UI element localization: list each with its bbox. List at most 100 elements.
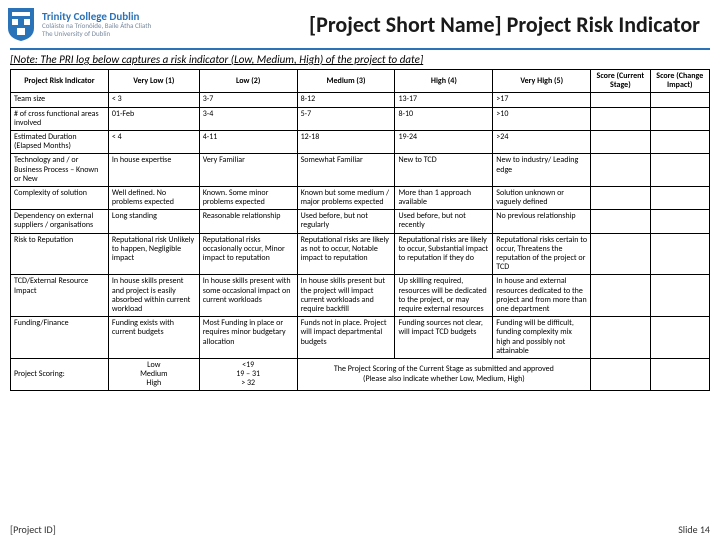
cell: New to TCD (395, 154, 493, 187)
cell (591, 186, 650, 209)
cell: Funding exists with current budgets (108, 317, 199, 359)
cell (591, 233, 650, 275)
table-row: Complexity of solutionWell defined. No p… (11, 186, 710, 209)
shield-icon (6, 6, 36, 42)
cell (650, 154, 709, 187)
slide-footer: [Project ID] Slide 14 (10, 523, 710, 536)
cell: >10 (493, 107, 591, 130)
col-header-0: Project Risk Indicator (11, 70, 109, 93)
cell: Used before, but not recently (395, 210, 493, 233)
slide-header: Trinity College Dublin Coláiste na Tríon… (0, 0, 720, 46)
cell: Known but some medium / major problems e… (297, 186, 395, 209)
col-header-4: High (4) (395, 70, 493, 93)
cell: In house skills present but the project … (297, 275, 395, 317)
cell (591, 317, 650, 359)
logo: Trinity College Dublin Coláiste na Tríon… (6, 6, 151, 42)
page-title: [Project Short Name] Project Risk Indica… (151, 11, 710, 38)
cell: Reputational risks are likely to occur, … (395, 233, 493, 275)
cell: 01-Feb (108, 107, 199, 130)
scoring-ranges: <19 19 – 31 > 32 (199, 358, 297, 391)
cell (591, 93, 650, 107)
cell: Up skilling required, resources will be … (395, 275, 493, 317)
row-label: Risk to Reputation (11, 233, 109, 275)
cell: < 3 (108, 93, 199, 107)
scoring-empty-1 (591, 358, 650, 391)
scoring-note: The Project Scoring of the Current Stage… (297, 358, 591, 391)
cell (591, 210, 650, 233)
header-rule (10, 48, 710, 50)
cell: 13-17 (395, 93, 493, 107)
cell: Funding sources not clear, will impact T… (395, 317, 493, 359)
cell: 12-18 (297, 130, 395, 153)
footer-right: Slide 14 (678, 523, 710, 536)
row-label: # of cross functional areas involved (11, 107, 109, 130)
row-label: TCD/External Resource Impact (11, 275, 109, 317)
cell: In house skills present with some occasi… (199, 275, 297, 317)
logo-text: Trinity College Dublin Coláiste na Tríon… (42, 11, 151, 37)
logo-line3: The University of Dublin (42, 30, 151, 37)
cell (650, 317, 709, 359)
footer-left: [Project ID] (10, 523, 56, 536)
table-row: Funding/FinanceFunding exists with curre… (11, 317, 710, 359)
risk-table: Project Risk IndicatorVery Low (1)Low (2… (10, 69, 710, 391)
cell: >17 (493, 93, 591, 107)
table-row: Estimated Duration (Elapsed Months)< 44-… (11, 130, 710, 153)
col-header-7: Score (Change Impact) (650, 70, 709, 93)
cell: New to industry/ Leading edge (493, 154, 591, 187)
table-row: TCD/External Resource Impact In house ski… (11, 275, 710, 317)
cell (650, 107, 709, 130)
cell: Somewhat Familiar (297, 154, 395, 187)
cell: 8-12 (297, 93, 395, 107)
table-body: Team size< 33-78-1213-17>17# of cross fu… (11, 93, 710, 359)
scoring-row: Project Scoring: Low Medium High <19 19 … (11, 358, 710, 391)
col-header-2: Low (2) (199, 70, 297, 93)
table-row: Technology and / or Business Process – K… (11, 154, 710, 187)
cell (650, 233, 709, 275)
table-row: Risk to ReputationReputational risk Unli… (11, 233, 710, 275)
cell: 3-4 (199, 107, 297, 130)
cell: Funds not in place. Project will impact … (297, 317, 395, 359)
col-header-6: Score (Current Stage) (591, 70, 650, 93)
cell: Reputational risks occasionally occur, M… (199, 233, 297, 275)
cell (591, 107, 650, 130)
col-header-3: Medium (3) (297, 70, 395, 93)
cell (650, 210, 709, 233)
cell: Known. Some minor problems expected (199, 186, 297, 209)
cell: More than 1 approach available (395, 186, 493, 209)
row-label: Estimated Duration (Elapsed Months) (11, 130, 109, 153)
cell: Reputational risks are likely as not to … (297, 233, 395, 275)
cell (650, 275, 709, 317)
col-header-5: Very High (5) (493, 70, 591, 93)
cell (591, 275, 650, 317)
row-label: Dependency on external suppliers / organ… (11, 210, 109, 233)
col-header-1: Very Low (1) (108, 70, 199, 93)
cell: No previous relationship (493, 210, 591, 233)
table-header-row: Project Risk IndicatorVery Low (1)Low (2… (11, 70, 710, 93)
cell (650, 186, 709, 209)
cell: 19-24 (395, 130, 493, 153)
cell: Very Familiar (199, 154, 297, 187)
scoring-empty-2 (650, 358, 709, 391)
cell: Reputational risk Unlikely to happen, Ne… (108, 233, 199, 275)
cell: In house expertise (108, 154, 199, 187)
table-row: # of cross functional areas involved01-F… (11, 107, 710, 130)
cell (650, 130, 709, 153)
cell: Reasonable relationship (199, 210, 297, 233)
cell: Well defined. No problems expected (108, 186, 199, 209)
table-row: Team size< 33-78-1213-17>17 (11, 93, 710, 107)
note-line: [Note: The PRI log below captures a risk… (10, 53, 710, 66)
row-label: Technology and / or Business Process – K… (11, 154, 109, 187)
cell: Long standing (108, 210, 199, 233)
scoring-levels: Low Medium High (108, 358, 199, 391)
risk-table-wrap: Project Risk IndicatorVery Low (1)Low (2… (10, 69, 710, 391)
note-text: The PRI log below captures a risk indica… (38, 53, 423, 66)
cell: 3-7 (199, 93, 297, 107)
cell: 8-10 (395, 107, 493, 130)
note-label: [Note: (10, 53, 38, 66)
cell (591, 130, 650, 153)
cell: < 4 (108, 130, 199, 153)
cell: In house and external resources dedicate… (493, 275, 591, 317)
row-label: Team size (11, 93, 109, 107)
cell: >24 (493, 130, 591, 153)
cell: Used before, but not regularly (297, 210, 395, 233)
